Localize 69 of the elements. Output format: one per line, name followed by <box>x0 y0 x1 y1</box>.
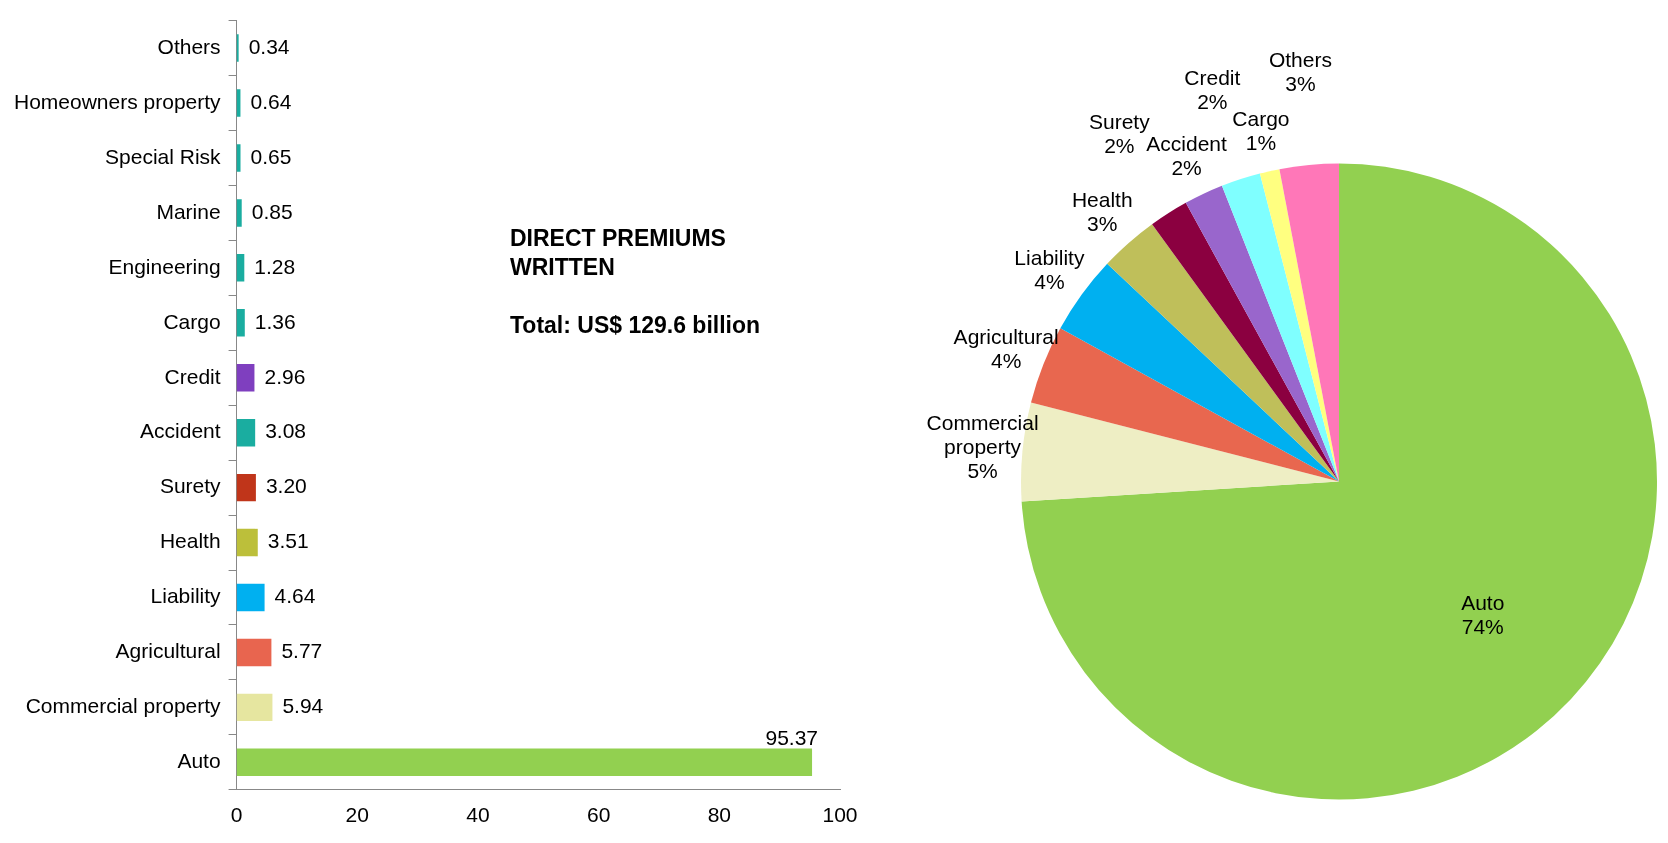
data-label: 5% <box>967 458 998 482</box>
y-tick-label: Homeowners property <box>13 89 222 113</box>
data-label: 4.64 <box>274 584 316 608</box>
annotation: Total: US$ 129.6 billion <box>510 311 761 338</box>
data-label: 3.51 <box>267 529 309 553</box>
data-label: 0.65 <box>250 144 292 168</box>
data-label: 4% <box>1034 269 1065 293</box>
bar <box>236 309 245 337</box>
bar <box>236 144 241 172</box>
slice-label: Credit <box>1184 66 1241 90</box>
data-label: 2.96 <box>264 364 306 388</box>
data-label: 3.08 <box>265 419 307 443</box>
data-label: 1.36 <box>254 309 296 333</box>
x-tick-label: 80 <box>707 803 731 827</box>
bar <box>236 363 255 392</box>
y-tick-label: Accident <box>140 419 221 443</box>
annotation: DIRECT PREMIUMS WRITTEN <box>510 224 726 280</box>
data-label: 95.37 <box>765 725 819 749</box>
slice-label: Accident <box>1146 132 1228 156</box>
y-tick-label: Marine <box>156 199 221 223</box>
slice-label: Commercial property <box>926 410 1039 458</box>
slice-label: Others <box>1268 48 1332 72</box>
data-label: 3% <box>1285 72 1316 96</box>
x-tick-label: 100 <box>822 803 858 827</box>
bar <box>236 638 272 667</box>
data-label: 5.94 <box>282 694 324 718</box>
data-label: 2% <box>1171 156 1202 180</box>
y-tick-label: Liability <box>150 584 222 608</box>
bar <box>236 473 256 502</box>
y-tick-label: Health <box>159 529 221 553</box>
data-label: 3% <box>1087 211 1118 235</box>
bar <box>236 254 245 282</box>
data-label: 0.34 <box>248 34 290 58</box>
y-tick-label: Cargo <box>163 309 221 333</box>
data-label: 4% <box>990 348 1022 372</box>
data-label: 2% <box>1104 134 1135 158</box>
x-tick-label: 0 <box>230 803 243 827</box>
bar <box>236 748 813 777</box>
bar <box>236 528 258 557</box>
data-label: 2% <box>1197 90 1228 114</box>
bar <box>236 583 265 612</box>
y-tick-label: Agricultural <box>115 639 221 663</box>
slice-label: Liability <box>1014 245 1085 269</box>
data-label: 0.64 <box>250 89 292 113</box>
slice-label: Agricultural <box>953 324 1059 348</box>
y-tick-label: Auto <box>177 749 221 773</box>
slice-label: Health <box>1071 187 1133 211</box>
bar <box>236 418 256 447</box>
slice-label: Auto <box>1461 591 1505 615</box>
y-tick-label: Engineering <box>108 254 221 278</box>
x-tick-label: 40 <box>466 803 490 827</box>
slice-label: Surety <box>1088 110 1151 134</box>
data-label: 0.85 <box>251 199 293 223</box>
y-tick-label: Others <box>157 34 221 58</box>
bar <box>236 34 239 62</box>
slice-label: Cargo <box>1232 106 1290 130</box>
y-tick-label: Commercial property <box>25 694 222 718</box>
bar <box>236 199 242 227</box>
data-label: 1.28 <box>254 254 296 278</box>
data-label: 74% <box>1461 615 1504 639</box>
y-tick-label: Credit <box>164 364 221 388</box>
data-label: 5.77 <box>281 639 323 663</box>
y-tick-label: Surety <box>159 474 222 498</box>
data-label: 1% <box>1245 130 1277 154</box>
bar <box>236 693 273 722</box>
y-tick-label: Special Risk <box>105 144 222 168</box>
data-label: 3.20 <box>265 474 307 498</box>
x-tick-label: 20 <box>345 803 369 827</box>
x-tick-label: 60 <box>586 803 611 827</box>
